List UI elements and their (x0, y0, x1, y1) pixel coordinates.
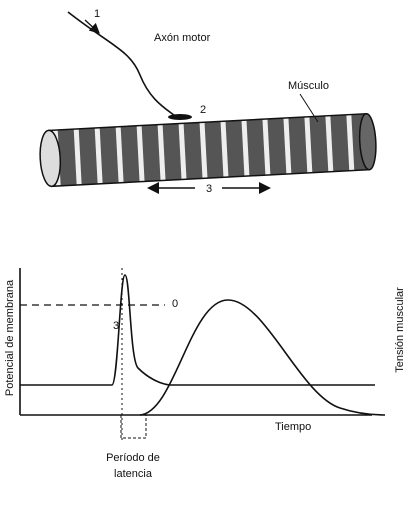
label-2: 2 (200, 104, 206, 116)
label-muscle: Músculo (288, 80, 329, 92)
muscle-pointer (299, 93, 319, 123)
latency-bracket (120, 415, 147, 439)
label-1: 1 (94, 8, 100, 20)
y-label: Potencial de membrana (4, 279, 16, 396)
latency-label: Período de (106, 452, 160, 464)
latency-label: latencia (114, 468, 153, 480)
spike-label: 3 (113, 320, 119, 332)
muscle-tension (139, 299, 386, 416)
muscle-diagram: 1 Axón motor 2 Músculo 3 (39, 8, 377, 195)
threshold-label: 0 (172, 298, 178, 310)
stimulus-arrow (84, 19, 100, 34)
label-axon: Axón motor (154, 32, 211, 44)
y2-label: Tensión muscular (394, 287, 406, 373)
x-label: Tiempo (275, 421, 311, 433)
graph: Potencial de membrana Tensión muscular 0… (4, 268, 406, 480)
label-3: 3 (206, 183, 212, 195)
endplate (168, 114, 192, 120)
axon (67, 11, 176, 117)
muscle-fiber (39, 112, 377, 188)
membrane-potential (20, 274, 375, 386)
